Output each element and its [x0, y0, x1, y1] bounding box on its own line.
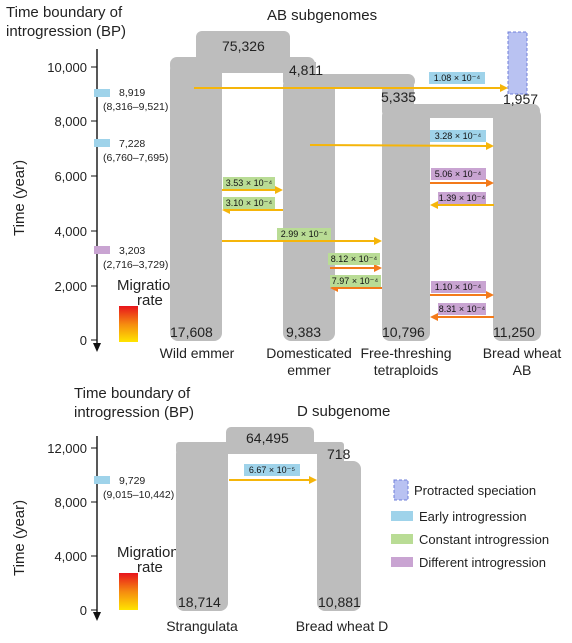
d-tick-label: 4,000: [54, 549, 87, 564]
legend-label: Different introgression: [419, 555, 546, 570]
migration-rate-label: 3.28 × 10⁻⁴: [435, 131, 482, 141]
legend: Protracted speciation Early introgressio…: [391, 479, 549, 570]
d-boundary-range: (9,015–10,442): [103, 489, 174, 501]
migration-rate-label: 6.67 × 10⁻⁵: [249, 465, 296, 475]
legend-swatch-early: [391, 511, 413, 521]
ab-branch-domesticated-emmer: [283, 78, 335, 341]
d-boundary-value: 9,729: [119, 475, 145, 487]
ab-boundary-range: (2,716–3,729): [103, 259, 168, 271]
ab-boundary-title-line2: introgression (BP): [6, 23, 126, 40]
ab-migration-arrows: [194, 84, 508, 321]
ab-pop-size: 10,796: [382, 324, 425, 340]
d-boundary-title-line2: introgression (BP): [74, 404, 194, 421]
ab-panel-title: AB subgenomes: [267, 7, 377, 24]
migration-rate-label: 1.39 × 10⁻⁴: [439, 193, 486, 203]
ab-taxon-label: Bread wheat: [483, 345, 562, 361]
d-y-axis-label: Time (year): [11, 500, 28, 576]
ab-split-time: 4,811: [289, 62, 323, 78]
d-panel-title: D subgenome: [297, 403, 390, 420]
d-branch-bread-wheat-d: [317, 461, 361, 611]
ab-boundary-value: 8,919: [119, 87, 145, 99]
ab-taxon-label: AB: [513, 362, 532, 378]
migration-rate-label: 1.08 × 10⁻⁴: [434, 73, 481, 83]
d-taxon-label: Strangulata: [166, 618, 238, 634]
legend-label: Constant introgression: [419, 532, 549, 547]
d-tick-label: 12,000: [47, 441, 87, 456]
ab-tick-label: 8,000: [54, 114, 87, 129]
d-branch-strangulata: [176, 446, 228, 611]
d-panel: Time boundary of introgression (BP) D su…: [11, 385, 390, 634]
ab-boundary-value: 3,203: [119, 245, 145, 257]
d-taxon-label: Bread wheat D: [296, 618, 389, 634]
rate-label-bg: [244, 464, 300, 476]
legend-swatch-constant: [391, 534, 413, 544]
migration-rate-label: 5.06 × 10⁻⁴: [435, 169, 482, 179]
ab-branch-free-threshing: [382, 108, 430, 341]
ab-taxon-label: Wild emmer: [160, 345, 235, 361]
migration-rate-label: 8.12 × 10⁻⁴: [331, 254, 378, 264]
d-tick-label: 8,000: [54, 495, 87, 510]
migration-rate-label: 2.99 × 10⁻⁴: [281, 229, 328, 239]
ab-different-boundary-marker: [94, 246, 110, 254]
migration-rate-label: 1.10 × 10⁻⁴: [435, 282, 482, 292]
ab-boundary-title-line1: Time boundary of: [6, 4, 123, 21]
ab-tick-label: 4,000: [54, 224, 87, 239]
ab-split-time: 75,326: [222, 38, 265, 54]
ab-boundary-range: (8,316–9,521): [103, 101, 168, 113]
ab-tick-label: 2,000: [54, 279, 87, 294]
d-pop-size: 10,881: [318, 594, 361, 610]
ab-taxon-label: Free-threshing: [360, 345, 451, 361]
legend-label: Protracted speciation: [414, 483, 536, 498]
ab-protracted-speciation-box: [507, 31, 528, 95]
d-split-time: 64,495: [246, 430, 289, 446]
d-split-time: 718: [327, 446, 351, 462]
ab-tick-label: 0: [80, 333, 87, 348]
migration-arrow: [309, 144, 487, 147]
d-tree: [176, 427, 361, 611]
ab-rate-labels: 1.08 × 10⁻⁴ 3.28 × 10⁻⁴ 5.06 × 10⁻⁴ 1.39…: [223, 72, 486, 315]
ab-panel: Time boundary of introgression (BP) AB s…: [6, 4, 561, 378]
d-migration-label-line1: Migration: [117, 544, 179, 561]
ab-migration-label-line2: rate: [137, 292, 163, 309]
migration-arrow-head: [309, 476, 317, 484]
ab-split-time: 1,957: [503, 91, 538, 107]
ab-tree: [170, 31, 541, 341]
d-early-boundary-marker: [94, 476, 110, 484]
d-y-axis: 12,000 8,000 4,000 0 Time (year): [11, 436, 101, 621]
migration-rate-label: 3.53 × 10⁻⁴: [226, 178, 273, 188]
ab-ancestral-root: [196, 31, 290, 63]
migration-rate-label: 7.97 × 10⁻⁴: [332, 276, 379, 286]
d-migration-label-line2: rate: [137, 559, 163, 576]
migration-rate-label: 3.10 × 10⁻⁴: [226, 198, 273, 208]
d-tick-label: 0: [80, 603, 87, 618]
ab-migration-rate-scale: [119, 306, 138, 342]
ab-migration-label-line1: Migration: [117, 277, 179, 294]
d-migration-rate-scale: [119, 573, 138, 610]
ab-boundary-value: 7,228: [119, 138, 145, 150]
legend-swatch-different: [391, 557, 413, 567]
ab-taxon-label: Domesticated: [266, 345, 352, 361]
ab-y-axis-label: Time (year): [11, 160, 28, 236]
ab-early-boundary-marker: [94, 139, 110, 147]
legend-swatch-protracted: [393, 479, 409, 501]
ab-branch-wild-emmer: [170, 62, 222, 341]
migration-rate-label: 8.31 × 10⁻⁴: [439, 304, 486, 314]
ab-early-boundary-marker: [94, 89, 110, 97]
ab-tick-label: 10,000: [47, 60, 87, 75]
ab-pop-size: 17,608: [170, 324, 213, 340]
ab-split-time: 5,335: [381, 89, 416, 105]
ab-branch-bread-wheat-ab: [493, 108, 541, 341]
ab-boundary-range: (6,760–7,695): [103, 152, 168, 164]
ab-pop-size: 11,250: [493, 324, 535, 340]
ab-tick-label: 6,000: [54, 169, 87, 184]
ab-pop-size: 9,383: [286, 324, 321, 340]
ab-y-axis: 10,000 8,000 6,000 4,000 2,000 0 Time (y…: [11, 49, 101, 352]
legend-label: Early introgression: [419, 509, 527, 524]
d-boundary-title-line1: Time boundary of: [74, 385, 191, 402]
ab-taxon-label: emmer: [287, 362, 331, 378]
d-pop-size: 18,714: [178, 594, 221, 610]
ab-taxon-label: tetraploids: [374, 362, 439, 378]
